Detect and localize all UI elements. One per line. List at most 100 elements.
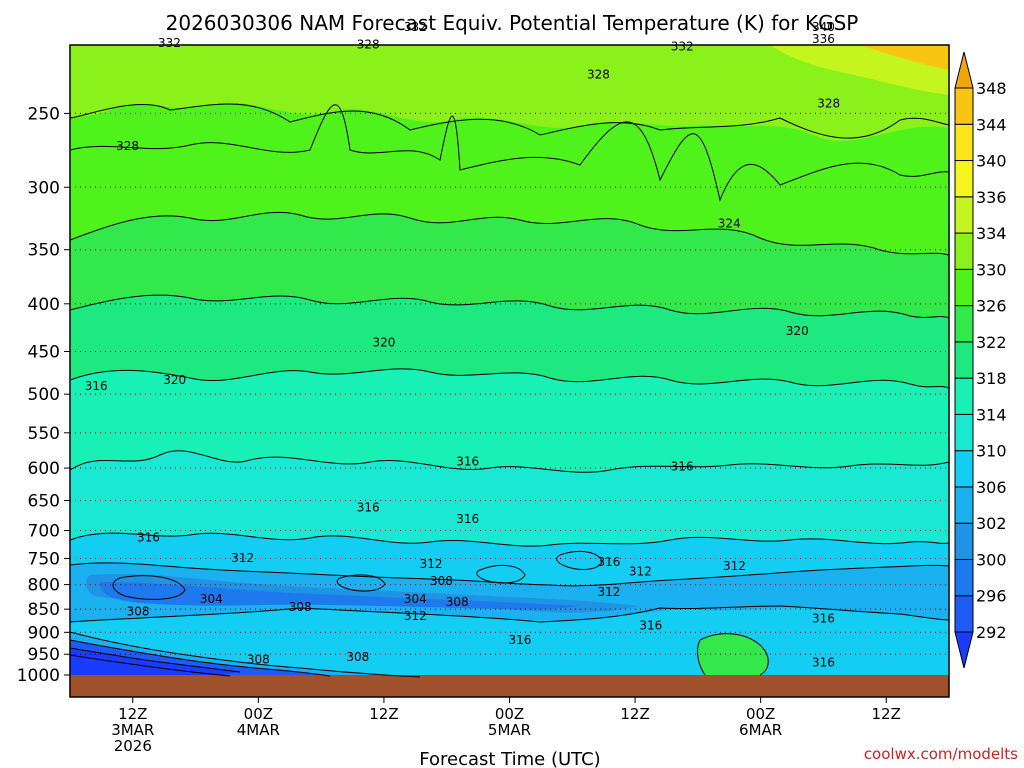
- contour-label-5: 328: [357, 38, 380, 52]
- y-tick-label-950: 950: [28, 645, 60, 665]
- y-tick-label-800: 800: [28, 576, 60, 596]
- y-tick-label-650: 650: [28, 491, 60, 511]
- x-tick-label-3-1: 5MAR: [488, 721, 531, 739]
- contour-label-text-32: 316: [639, 619, 662, 633]
- x-tick-label-1-0: 00Z: [244, 705, 273, 723]
- colorbar-label-314: 314: [976, 405, 1007, 424]
- x-tick-label-2-0: 12Z: [369, 705, 398, 723]
- colorbar-label-340: 340: [976, 152, 1007, 171]
- colorbar-label-292: 292: [976, 623, 1007, 642]
- y-tick-label-350: 350: [28, 241, 60, 261]
- contour-label-text-26: 304: [404, 592, 427, 606]
- contour-label-37: 316: [812, 656, 835, 670]
- colorbar-segment-306: [954, 450, 974, 488]
- field-band-upper-light: [70, 45, 949, 141]
- field-band-300: [100, 582, 580, 610]
- contour-label-text-27: 308: [289, 600, 312, 614]
- contour-label-text-2: 332: [671, 40, 694, 54]
- contour-label-33: 316: [812, 612, 835, 626]
- x-tick-label-4-0: 12Z: [620, 705, 649, 723]
- contour-label-4: 336: [812, 32, 835, 46]
- y-tick-label-600: 600: [28, 459, 60, 479]
- contour-label-text-21: 316: [597, 555, 620, 569]
- y-tick-label-1000: 1000: [17, 666, 60, 686]
- colorbar-label-296: 296: [976, 587, 1007, 606]
- credit-text[interactable]: coolwx.com/modelts: [864, 745, 1018, 763]
- contour-label-35: 308: [346, 650, 369, 664]
- colorbar-label-300: 300: [976, 550, 1007, 569]
- colorbar-segment-330: [954, 232, 974, 270]
- contour-label-36: 308: [247, 652, 270, 666]
- contour-label-16: 316: [357, 500, 380, 514]
- colorbar-label-302: 302: [976, 514, 1007, 533]
- x-tick-label-5-1: 6MAR: [739, 721, 782, 739]
- contour-label-11: 320: [786, 324, 809, 338]
- colorbar-label-322: 322: [976, 333, 1007, 352]
- contour-label-text-31: 312: [404, 609, 427, 623]
- contour-label-text-19: 312: [231, 551, 254, 565]
- colorbar-label-334: 334: [976, 224, 1007, 243]
- y-tick-label-400: 400: [28, 295, 60, 315]
- plot-area: [70, 45, 949, 697]
- colorbar-label-344: 344: [976, 115, 1007, 134]
- contour-label-text-28: 308: [446, 595, 469, 609]
- contour-label-26: 304: [404, 592, 427, 606]
- contour-label-text-0: 332: [158, 36, 181, 50]
- contour-label-text-14: 316: [456, 454, 479, 468]
- colorbar-segment-292: [954, 595, 974, 633]
- contour-label-text-18: 316: [137, 530, 160, 544]
- contour-label-19: 312: [231, 551, 254, 565]
- y-tick-label-700: 700: [28, 522, 60, 542]
- x-tick-label-6-0: 12Z: [872, 705, 901, 723]
- x-axis-label: Forecast Time (UTC): [419, 749, 600, 768]
- contour-label-text-33: 316: [812, 612, 835, 626]
- contour-label-21: 316: [597, 555, 620, 569]
- contour-label-text-5: 328: [357, 38, 380, 52]
- colorbar-segment-310: [954, 413, 974, 452]
- contour-label-8: 328: [116, 139, 139, 153]
- chart-title: 2026030306 NAM Forecast Equiv. Potential…: [166, 11, 859, 35]
- contour-label-14: 316: [456, 454, 479, 468]
- contour-label-13: 316: [85, 379, 108, 393]
- contour-label-34: 316: [509, 633, 532, 647]
- colorbar-segment-322: [954, 305, 974, 343]
- colorbar-label-336: 336: [976, 188, 1007, 207]
- contour-label-18: 316: [137, 530, 160, 544]
- contour-label-text-3: 340: [812, 20, 835, 34]
- colorbar-extend-low: [954, 631, 974, 669]
- colorbar-label-310: 310: [976, 442, 1007, 461]
- contour-label-24: 308: [430, 574, 453, 588]
- y-tick-label-850: 850: [28, 600, 60, 620]
- y-tick-label-250: 250: [28, 104, 60, 124]
- contour-label-28: 308: [446, 595, 469, 609]
- contour-label-32: 316: [639, 619, 662, 633]
- contour-label-text-22: 312: [629, 565, 652, 579]
- colorbar-segment-334: [954, 196, 974, 234]
- x-tick-label-5-0: 00Z: [746, 705, 775, 723]
- x-tick-label-0-0: 12Z: [118, 705, 147, 723]
- colorbar-segment-344: [954, 87, 974, 125]
- contour-label-17: 316: [456, 512, 479, 526]
- contour-label-text-1: 332: [404, 20, 427, 34]
- x-tick-label-3-0: 00Z: [495, 705, 524, 723]
- contour-label-text-4: 336: [812, 32, 835, 46]
- contour-label-text-11: 320: [786, 324, 809, 338]
- contour-label-text-23: 312: [723, 559, 746, 573]
- contour-label-text-20: 312: [420, 557, 443, 571]
- colorbar-segment-318: [954, 341, 974, 379]
- colorbar-label-318: 318: [976, 369, 1007, 388]
- contour-label-text-8: 328: [116, 139, 139, 153]
- contour-label-23: 312: [723, 559, 746, 573]
- contour-label-30: 308: [127, 605, 150, 619]
- contour-label-text-13: 316: [85, 379, 108, 393]
- y-tick-label-500: 500: [28, 385, 60, 405]
- colorbar-segment-314: [954, 377, 974, 415]
- contour-label-0: 332: [158, 36, 181, 50]
- contour-label-text-25: 304: [200, 592, 223, 606]
- contour-label-3: 340: [812, 20, 835, 34]
- contour-label-15: 316: [671, 460, 694, 474]
- contour-label-text-16: 316: [357, 500, 380, 514]
- contour-label-text-7: 328: [817, 97, 840, 111]
